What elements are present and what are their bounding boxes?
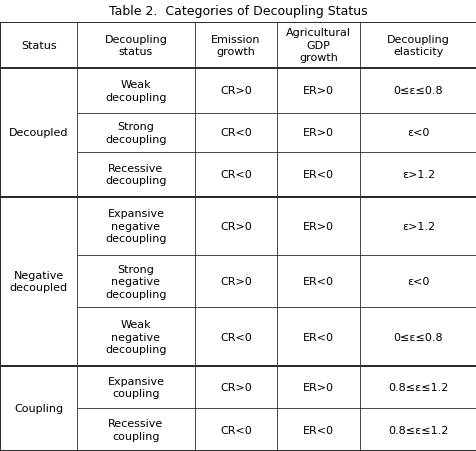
Text: ER>0: ER>0 <box>302 221 333 231</box>
Text: ER<0: ER<0 <box>302 425 333 435</box>
Text: Emission
growth: Emission growth <box>211 35 260 57</box>
Text: CR>0: CR>0 <box>219 221 251 231</box>
Text: Coupling: Coupling <box>14 404 63 414</box>
Text: Table 2.  Categories of Decoupling Status: Table 2. Categories of Decoupling Status <box>109 5 367 18</box>
Text: Decoupling
status: Decoupling status <box>104 35 167 57</box>
Text: CR>0: CR>0 <box>219 382 251 392</box>
Text: CR<0: CR<0 <box>219 128 251 138</box>
Text: 0.8≤ε≤1.2: 0.8≤ε≤1.2 <box>387 425 447 435</box>
Text: Recessive
decoupling: Recessive decoupling <box>105 164 166 186</box>
Text: ε>1.2: ε>1.2 <box>401 170 434 180</box>
Text: 0≤ε≤0.8: 0≤ε≤0.8 <box>393 332 442 342</box>
Text: Expansive
negative
decoupling: Expansive negative decoupling <box>105 209 166 244</box>
Text: ER>0: ER>0 <box>302 382 333 392</box>
Text: 0.8≤ε≤1.2: 0.8≤ε≤1.2 <box>387 382 447 392</box>
Text: ER<0: ER<0 <box>302 276 333 286</box>
Text: Decoupling
elasticity: Decoupling elasticity <box>386 35 449 57</box>
Text: CR<0: CR<0 <box>219 170 251 180</box>
Text: 0≤ε≤0.8: 0≤ε≤0.8 <box>393 86 442 96</box>
Text: ER>0: ER>0 <box>302 86 333 96</box>
Text: CR<0: CR<0 <box>219 332 251 342</box>
Text: CR>0: CR>0 <box>219 86 251 96</box>
Text: ER<0: ER<0 <box>302 332 333 342</box>
Text: ε>1.2: ε>1.2 <box>401 221 434 231</box>
Text: Decoupled: Decoupled <box>9 128 68 138</box>
Text: ER<0: ER<0 <box>302 170 333 180</box>
Text: Weak
negative
decoupling: Weak negative decoupling <box>105 319 166 354</box>
Text: CR>0: CR>0 <box>219 276 251 286</box>
Text: Expansive
coupling: Expansive coupling <box>107 376 164 398</box>
Text: Negative
decoupled: Negative decoupled <box>10 271 68 293</box>
Text: ER>0: ER>0 <box>302 128 333 138</box>
Text: Strong
decoupling: Strong decoupling <box>105 122 166 144</box>
Text: Recessive
coupling: Recessive coupling <box>108 419 163 441</box>
Text: Strong
negative
decoupling: Strong negative decoupling <box>105 264 166 299</box>
Text: ε<0: ε<0 <box>407 128 429 138</box>
Text: Agricultural
GDP
growth: Agricultural GDP growth <box>285 28 350 63</box>
Text: CR<0: CR<0 <box>219 425 251 435</box>
Text: ε<0: ε<0 <box>407 276 429 286</box>
Text: Weak
decoupling: Weak decoupling <box>105 80 166 102</box>
Text: Status: Status <box>21 41 56 51</box>
